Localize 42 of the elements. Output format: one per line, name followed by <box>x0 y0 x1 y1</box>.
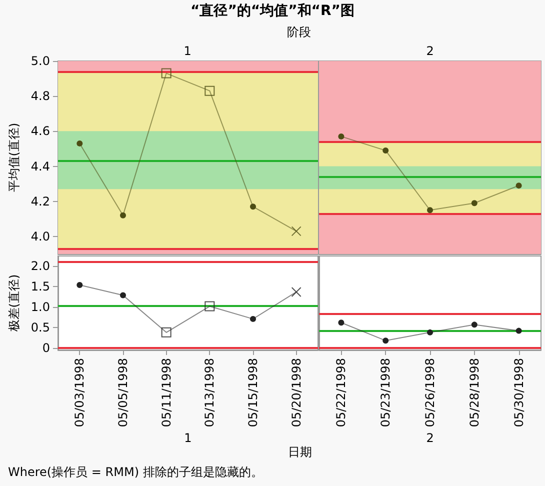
x-tick-label: 05/22/1998 <box>334 358 348 428</box>
y-tick-label: 0.5 <box>30 320 50 335</box>
x-tick-label: 05/03/1998 <box>72 358 87 428</box>
x-tick-label: 05/28/1998 <box>467 358 482 428</box>
x-axis-title: 2 <box>426 431 434 445</box>
point <box>471 200 478 206</box>
point <box>471 322 478 328</box>
x-tick-label: 05/05/1998 <box>116 358 130 428</box>
y-tick-label: 4.0 <box>30 229 50 244</box>
y-tick-label: 0 <box>42 340 50 355</box>
point <box>338 133 344 140</box>
point <box>516 328 522 334</box>
point <box>427 207 433 214</box>
y-tick-label: 1.0 <box>30 300 50 314</box>
x-tick-label: 05/26/1998 <box>423 358 437 428</box>
y-axis-title: 平均值(直径) <box>7 122 21 192</box>
x-tick-label: 05/23/1998 <box>378 358 393 428</box>
x-tick-label: 05/11/1998 <box>159 358 174 428</box>
x-tick-label: 05/15/1998 <box>246 358 260 428</box>
text: 日期 <box>288 445 312 459</box>
y-tick-label: 4.2 <box>30 194 50 208</box>
x-tick-label: 05/20/1998 <box>289 358 304 428</box>
point <box>427 329 433 336</box>
chart-subtitle: 阶段 <box>286 24 312 41</box>
y-tick-label: 4.8 <box>30 89 50 104</box>
text: 2 <box>426 44 434 58</box>
point <box>382 338 389 344</box>
point <box>382 147 389 154</box>
text: 1 <box>184 44 192 58</box>
y-tick-label: 2.0 <box>30 259 50 274</box>
point <box>516 182 522 189</box>
y-tick-label: 4.6 <box>30 124 50 138</box>
x-tick-label: 05/13/1998 <box>202 358 217 428</box>
point <box>338 320 344 326</box>
text: Where(操作员 = RMM) 排除的子组是隐藏的。 <box>8 465 263 479</box>
chart-title: “直径”的“均值”和“R”图 <box>190 2 356 20</box>
y-tick-label: 4.4 <box>30 159 50 174</box>
y-axis-title: 极差(直径) <box>7 274 21 333</box>
x-tick-label: 05/30/1998 <box>512 358 526 428</box>
y-tick-label: 1.5 <box>30 280 50 294</box>
y-tick-label: 5.0 <box>30 54 50 68</box>
x-axis-title: 1 <box>184 431 192 445</box>
